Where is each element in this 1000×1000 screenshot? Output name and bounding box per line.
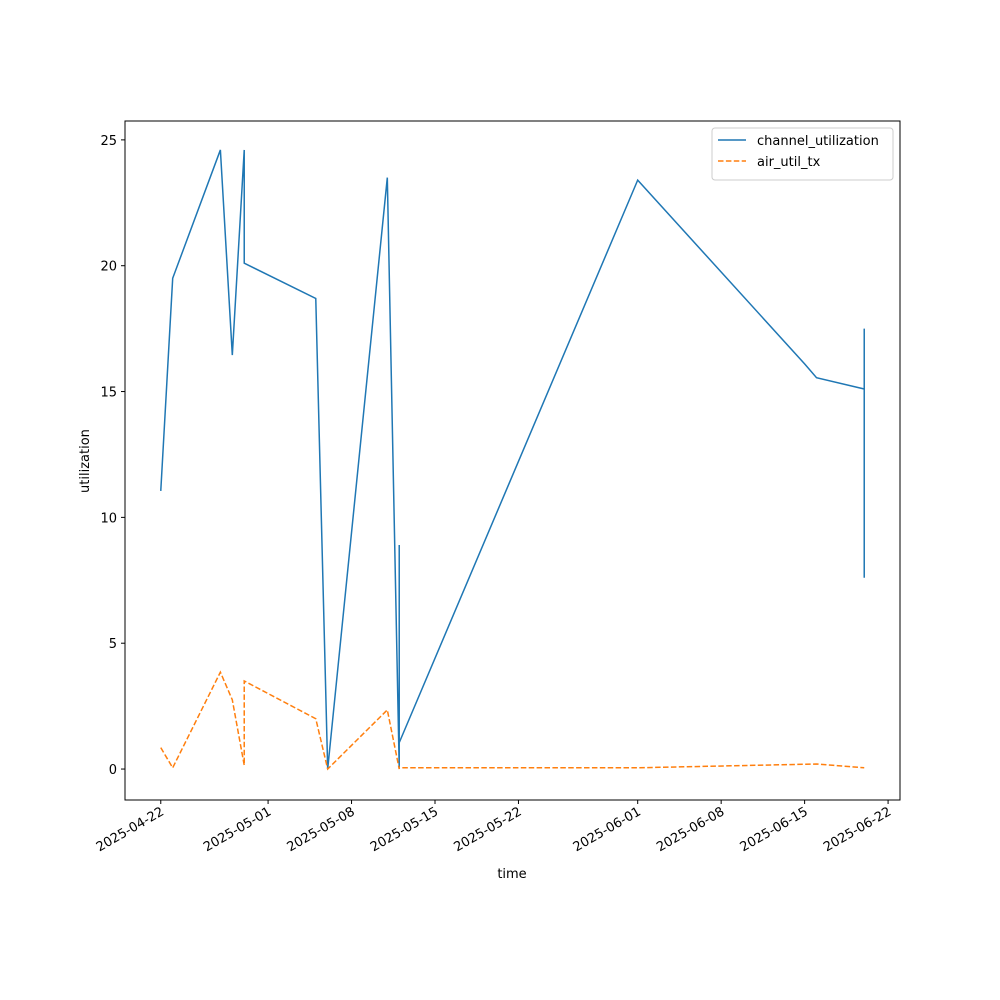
x-tick-label: 2025-06-22 xyxy=(821,804,894,855)
y-tick-label: 25 xyxy=(100,134,117,149)
x-tick-label: 2025-05-22 xyxy=(452,804,525,855)
x-axis-label: time xyxy=(497,867,526,882)
x-tick-label: 2025-05-08 xyxy=(285,804,358,855)
x-tick-label: 2025-06-15 xyxy=(738,804,811,855)
legend-box xyxy=(711,127,894,181)
legend-label: channel_utilization xyxy=(757,134,879,149)
x-tick-label: 2025-04-22 xyxy=(94,804,167,855)
x-tick-label: 2025-05-01 xyxy=(201,804,274,855)
x-tick-label: 2025-06-01 xyxy=(571,804,644,855)
line-series xyxy=(160,670,865,771)
legend-label: air_util_tx xyxy=(757,155,821,170)
y-tick-label: 10 xyxy=(100,511,117,526)
line-series xyxy=(160,149,865,770)
y-axis-label: utilization xyxy=(78,429,93,493)
x-tick-label: 2025-06-08 xyxy=(654,804,727,855)
y-tick-label: 0 xyxy=(109,763,117,778)
legend: channel_utilization air_util_tx xyxy=(711,127,894,181)
x-tick-label: 2025-05-15 xyxy=(368,804,441,855)
y-tick-label: 5 xyxy=(109,637,117,652)
y-tick-label: 15 xyxy=(100,386,117,401)
y-tick-label: 20 xyxy=(100,260,117,275)
plot-frame xyxy=(124,120,901,801)
